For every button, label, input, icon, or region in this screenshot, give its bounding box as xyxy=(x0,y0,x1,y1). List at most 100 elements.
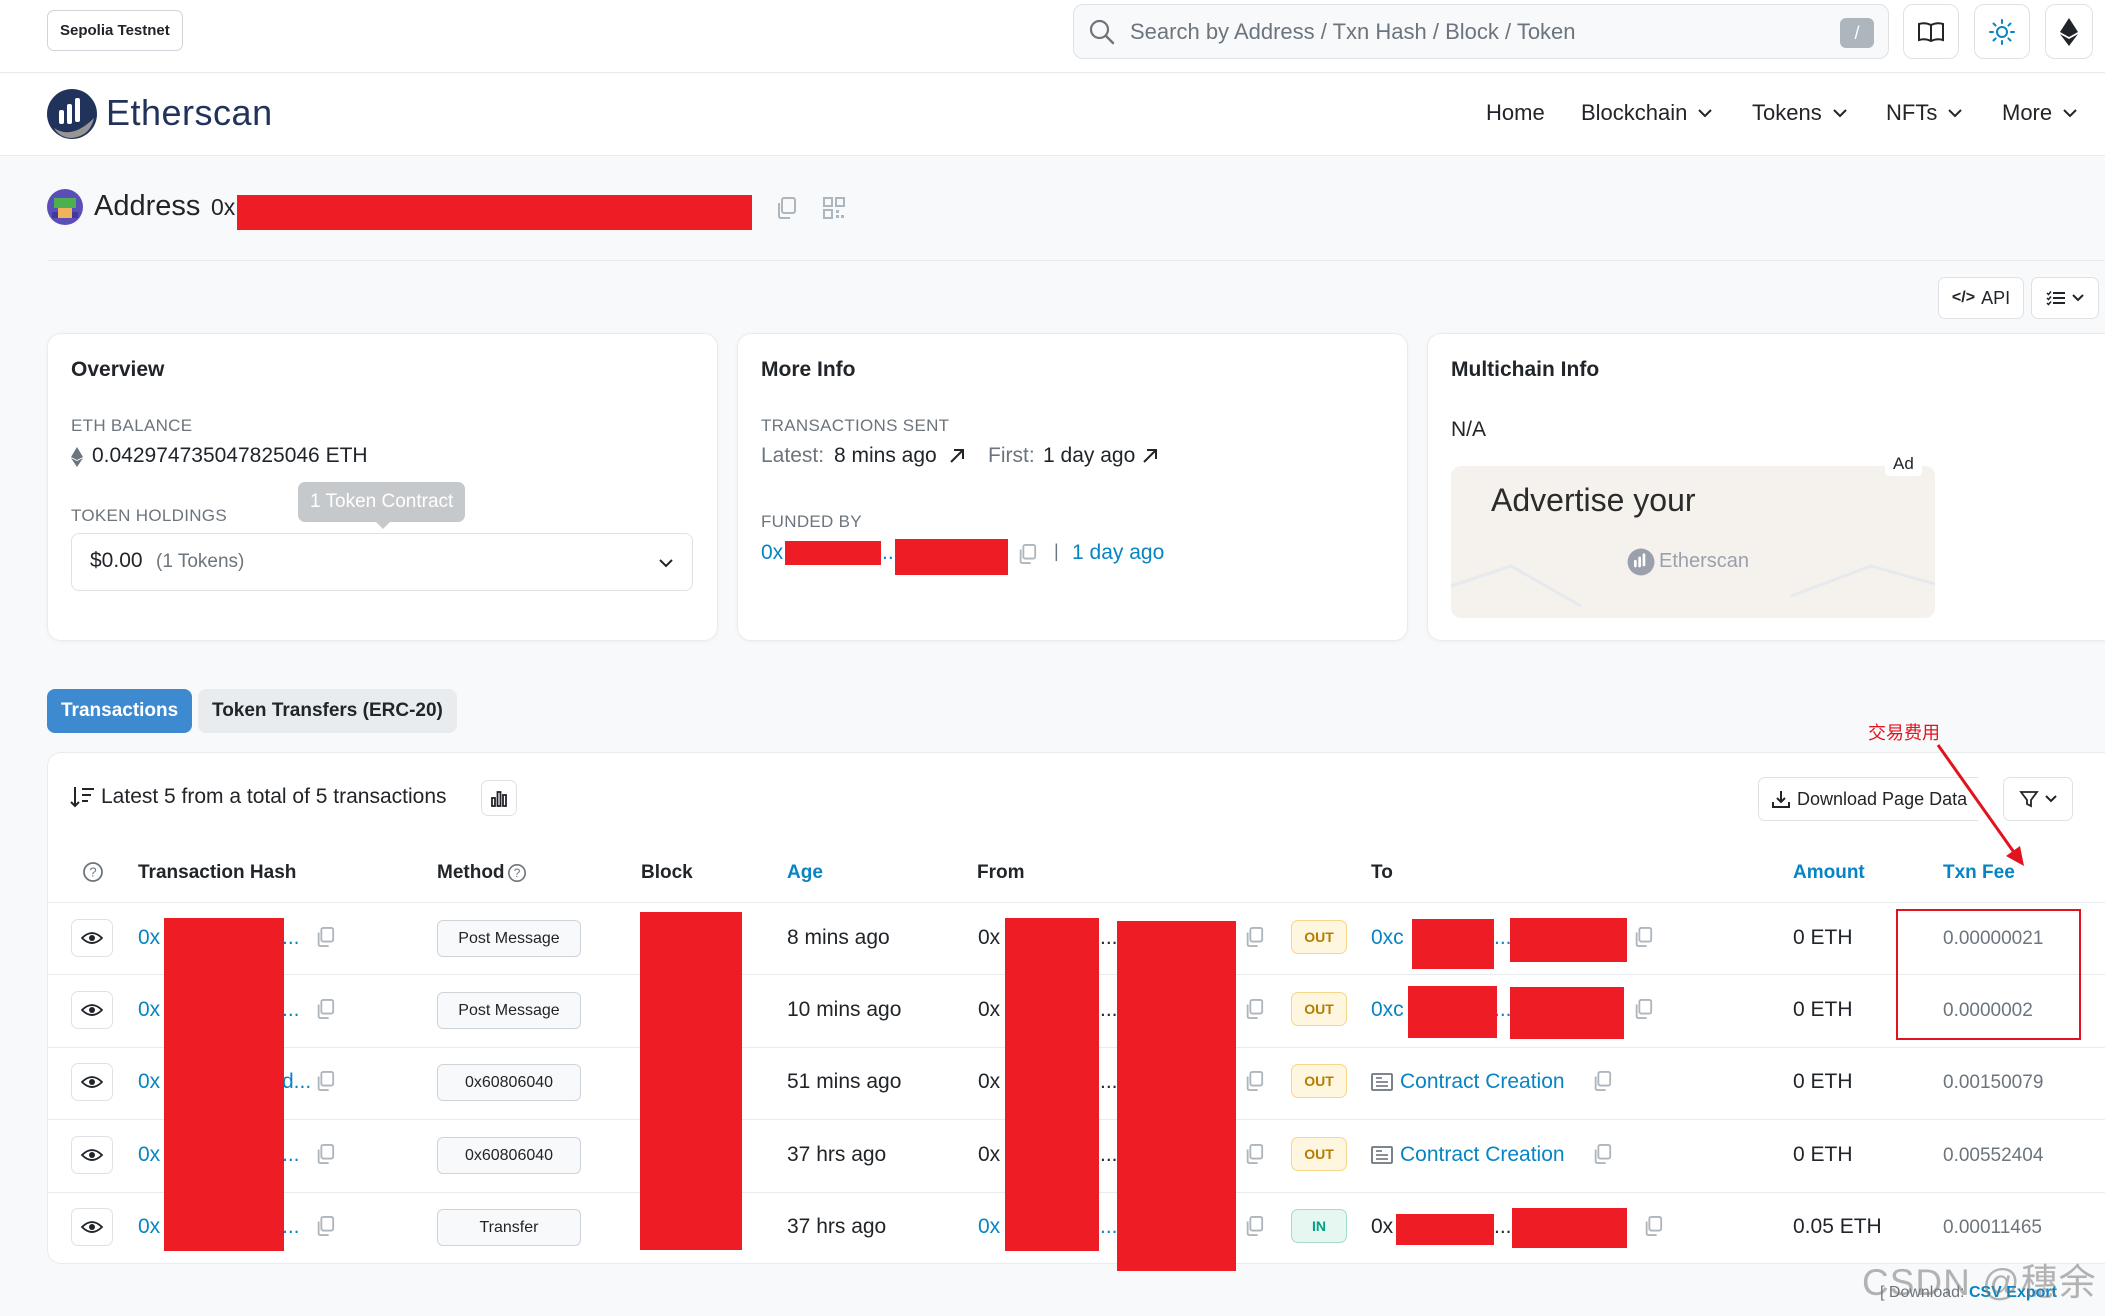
copy-icon[interactable] xyxy=(1244,1143,1264,1165)
tx-age: 37 hrs ago xyxy=(787,1143,887,1166)
network-badge[interactable]: Sepolia Testnet xyxy=(47,10,183,51)
preview-button[interactable] xyxy=(71,991,113,1029)
list-check-icon xyxy=(2046,290,2066,306)
copy-icon[interactable] xyxy=(1592,1143,1612,1165)
copy-icon[interactable] xyxy=(315,1215,335,1237)
copy-icon[interactable] xyxy=(315,1070,335,1092)
advertisement-banner[interactable]: Advertise your Etherscan xyxy=(1451,466,1935,618)
nav-nfts[interactable]: NFTs xyxy=(1886,100,1963,126)
nav-blockchain[interactable]: Blockchain xyxy=(1581,100,1713,126)
tab-transactions[interactable]: Transactions xyxy=(47,689,193,733)
preview-button[interactable] xyxy=(71,1136,113,1174)
contract-creation-link[interactable]: Contract Creation xyxy=(1400,1070,1565,1093)
token-holdings-dropdown[interactable]: $0.00 (1 Tokens) xyxy=(71,533,693,591)
etherscan-logo-icon[interactable] xyxy=(46,88,98,140)
tab-token-transfers[interactable]: Token Transfers (ERC-20) xyxy=(198,689,457,733)
chevron-down-icon xyxy=(1947,108,1963,118)
csv-export-prefix: [ Download: xyxy=(1880,1284,1965,1301)
first-tx-link[interactable]: 1 day ago xyxy=(1043,444,1136,467)
copy-icon[interactable] xyxy=(1244,926,1264,948)
redaction-from-column-2 xyxy=(1117,921,1236,1271)
watermark: CSDN @穗余 xyxy=(1862,1262,2097,1303)
to-address[interactable]: 0x xyxy=(1371,1215,1394,1238)
to-address[interactable]: 0xc xyxy=(1371,926,1404,949)
tx-hash-link[interactable]: 0x xyxy=(138,1215,161,1238)
direction-badge: OUT xyxy=(1291,1064,1347,1098)
download-page-data-button[interactable]: Download Page Data xyxy=(1758,777,1978,821)
tx-hash-link[interactable]: 0x xyxy=(138,1070,161,1093)
csv-export-link[interactable]: CSV Export xyxy=(1968,1284,2057,1301)
copy-icon[interactable] xyxy=(315,926,335,948)
tx-hash-link[interactable]: 0x xyxy=(138,926,161,949)
funded-time-link[interactable]: 1 day ago xyxy=(1072,541,1165,564)
nav-label: More xyxy=(2002,100,2053,125)
copy-icon[interactable] xyxy=(315,1143,335,1165)
arrow-up-right-icon[interactable] xyxy=(1142,448,1158,464)
token-value: $0.00 xyxy=(90,549,143,572)
token-tooltip: 1 Token Contract xyxy=(298,482,466,522)
copy-icon[interactable] xyxy=(1592,1070,1612,1092)
column-header-fee[interactable]: Txn Fee xyxy=(1943,862,2015,883)
nav-more[interactable]: More xyxy=(2002,100,2078,126)
nav-label: Home xyxy=(1486,100,1545,125)
copy-icon[interactable] xyxy=(1244,1070,1264,1092)
column-header-amount[interactable]: Amount xyxy=(1793,862,1865,883)
tx-hash-link[interactable]: 0x xyxy=(138,1143,161,1166)
latest-tx-link[interactable]: 8 mins ago xyxy=(834,444,937,467)
code-icon: </> xyxy=(1951,289,1976,306)
filter-button[interactable] xyxy=(2003,777,2073,821)
network-switch-button[interactable] xyxy=(2045,4,2093,59)
theme-toggle-button[interactable] xyxy=(1974,4,2030,59)
copy-address-icon[interactable] xyxy=(775,196,797,220)
nav-tokens[interactable]: Tokens xyxy=(1752,100,1848,126)
view-options-button[interactable] xyxy=(2031,277,2099,319)
contract-creation-link[interactable]: Contract Creation xyxy=(1400,1143,1565,1166)
qr-code-icon[interactable] xyxy=(822,196,846,220)
help-circle-icon[interactable]: ? xyxy=(82,861,104,883)
column-header-age[interactable]: Age xyxy=(787,862,823,883)
annotation-highlight-box xyxy=(1896,909,2081,1040)
ad-brand: Etherscan xyxy=(1659,550,1750,572)
preview-button[interactable] xyxy=(71,1063,113,1101)
arrow-up-right-icon[interactable] xyxy=(949,448,965,464)
tx-amount: 0.05 ETH xyxy=(1793,1215,1882,1238)
copy-icon[interactable] xyxy=(1643,1215,1663,1237)
from-address[interactable]: 0x xyxy=(978,998,1001,1021)
tx-hash-ellipsis: d... xyxy=(282,1070,312,1093)
row-divider xyxy=(47,902,2105,903)
api-button[interactable]: </> API xyxy=(1938,277,2024,319)
tx-amount: 0 ETH xyxy=(1793,998,1853,1021)
copy-icon[interactable] xyxy=(1017,543,1037,565)
tx-fee: 0.00011465 xyxy=(1943,1217,2042,1238)
from-address[interactable]: 0x xyxy=(978,1215,1001,1238)
token-holdings-label: TOKEN HOLDINGS xyxy=(71,506,227,525)
from-address[interactable]: 0x xyxy=(978,1143,1001,1166)
copy-icon[interactable] xyxy=(1244,998,1264,1020)
tx-age: 8 mins ago xyxy=(787,926,890,949)
funded-by-address[interactable]: 0x xyxy=(761,541,784,564)
preview-button[interactable] xyxy=(71,919,113,957)
from-address[interactable]: 0x xyxy=(978,926,1001,949)
address-avatar xyxy=(46,188,84,226)
chart-toggle-button[interactable] xyxy=(481,780,517,816)
filter-icon xyxy=(2019,789,2039,809)
tx-hash-link[interactable]: 0x xyxy=(138,998,161,1021)
bar-chart-icon xyxy=(491,789,507,807)
logo-wordmark[interactable]: Etherscan xyxy=(106,92,273,133)
svg-text:?: ? xyxy=(514,866,521,880)
help-circle-icon[interactable]: ? xyxy=(507,863,527,883)
nav-home[interactable]: Home xyxy=(1486,100,1545,126)
docs-button[interactable] xyxy=(1903,4,1959,59)
funded-by-label: FUNDED BY xyxy=(761,512,862,531)
preview-button[interactable] xyxy=(71,1208,113,1246)
copy-icon[interactable] xyxy=(1633,926,1653,948)
search-box[interactable]: / xyxy=(1073,4,1889,59)
from-address[interactable]: 0x xyxy=(978,1070,1001,1093)
redaction-funded-2 xyxy=(895,539,1008,575)
copy-icon[interactable] xyxy=(1244,1215,1264,1237)
to-address[interactable]: 0xc xyxy=(1371,998,1404,1021)
search-input[interactable] xyxy=(1130,5,1830,58)
chevron-down-icon xyxy=(2045,795,2057,803)
copy-icon[interactable] xyxy=(315,998,335,1020)
copy-icon[interactable] xyxy=(1633,998,1653,1020)
